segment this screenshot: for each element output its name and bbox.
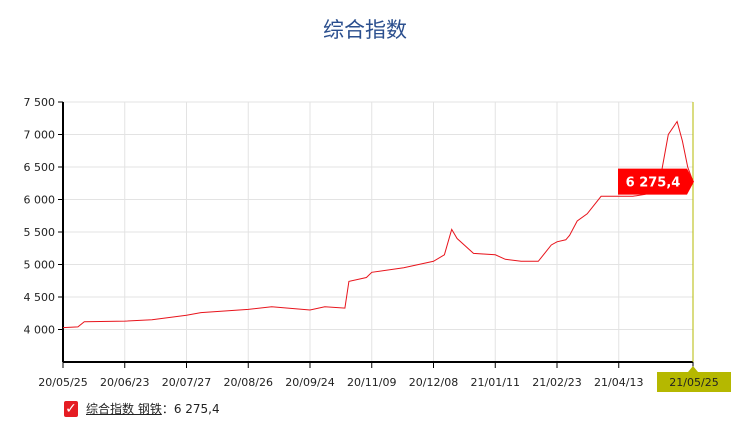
- x-tick-label: 20/11/09: [347, 376, 396, 389]
- x-tick-label: 21/02/23: [532, 376, 581, 389]
- x-tick-label: 20/05/25: [38, 376, 87, 389]
- x-tick-label: 20/07/27: [162, 376, 211, 389]
- checkmark-icon[interactable]: ✓: [64, 400, 78, 417]
- y-tick-label: 5 000: [24, 259, 56, 272]
- legend-series-name[interactable]: 综合指数 钢铁: [86, 402, 162, 416]
- x-tick-label: 20/12/08: [409, 376, 458, 389]
- value-tooltip-label: 6 275,4: [626, 176, 681, 191]
- x-tick-label: 20/06/23: [100, 376, 149, 389]
- x-tick-label: 20/08/26: [224, 376, 273, 389]
- x-tick-label: 21/04/13: [594, 376, 643, 389]
- crosshair-label-box: [657, 366, 731, 392]
- y-tick-label: 4 500: [24, 291, 56, 304]
- y-tick-label: 5 500: [24, 226, 56, 239]
- y-tick-label: 6 000: [24, 194, 56, 207]
- legend-series-value: ：6 275,4: [161, 402, 220, 416]
- chart-title: 综合指数: [323, 18, 407, 42]
- value-tooltip: [618, 168, 694, 195]
- legend[interactable]: ✓ 综合指数 钢铁 ：6 275,4: [64, 400, 220, 417]
- y-tick-label: 6 500: [24, 161, 56, 174]
- y-tick-label: 4 000: [24, 324, 56, 337]
- crosshair-label: 21/05/25: [669, 376, 718, 389]
- x-tick-label: 20/09/24: [285, 376, 334, 389]
- x-tick-label: 21/01/11: [471, 376, 520, 389]
- y-tick-label: 7 000: [24, 129, 56, 142]
- y-tick-label: 7 500: [24, 96, 56, 109]
